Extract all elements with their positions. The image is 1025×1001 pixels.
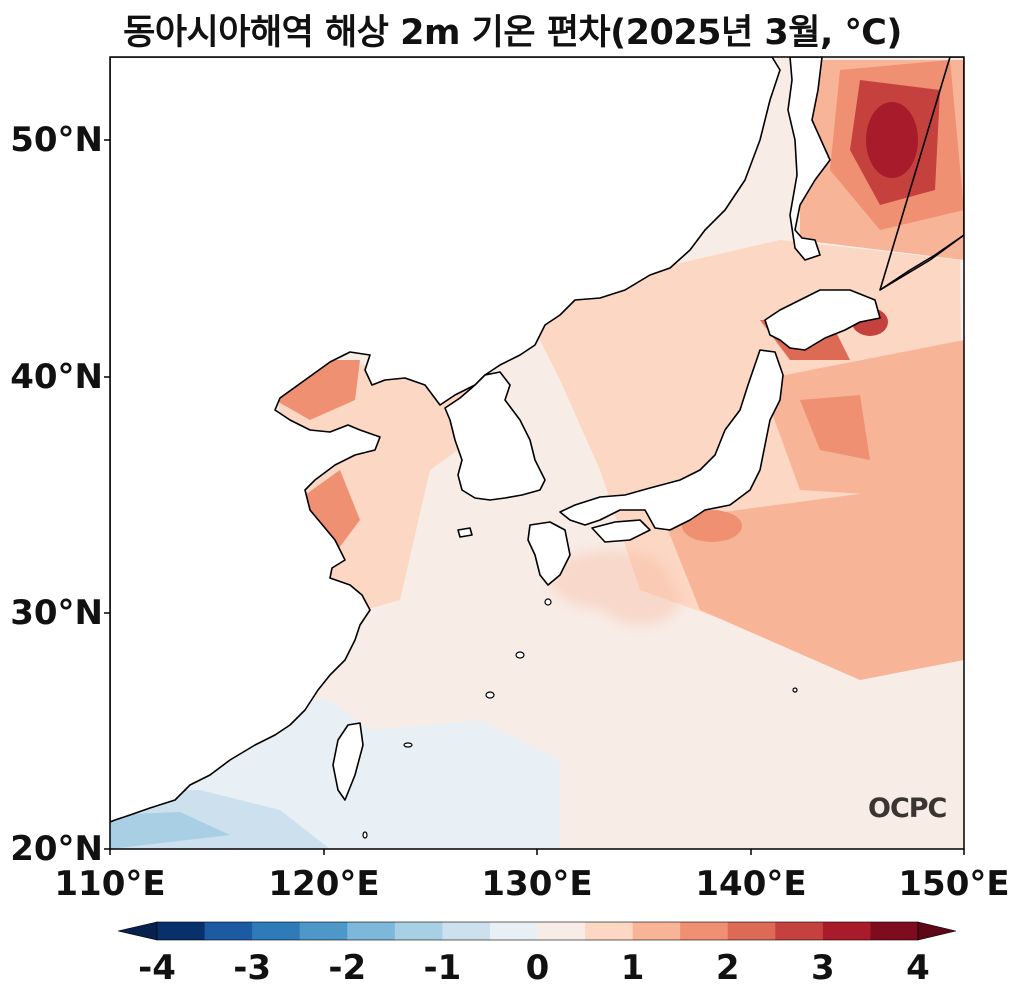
- colorbar-segment: [489, 922, 538, 940]
- colorbar-tick-label: -4: [138, 948, 176, 988]
- colorbar-segment: [537, 922, 586, 940]
- colorbar-segment: [394, 922, 443, 940]
- lon-tick-110: 110°E: [54, 864, 166, 904]
- colorbar-extend-low: [117, 921, 158, 941]
- colorbar-tick-label: 1: [620, 948, 645, 988]
- warm-okhotsk-core: [866, 102, 918, 178]
- shikoku: [591, 519, 651, 543]
- kuril-coastline: [879, 234, 964, 291]
- colorbar-segment: [870, 922, 919, 940]
- colorbar: [117, 921, 957, 941]
- honshu: [559, 349, 784, 531]
- colorbar-segment: [204, 922, 253, 940]
- lat-tick-20: 20°N: [10, 829, 103, 869]
- colorbar-extend-high: [917, 921, 957, 941]
- lat-tick-50: 50°N: [10, 120, 103, 160]
- colorbar-tick-label: 3: [811, 948, 835, 988]
- colorbar-tick-label: 0: [525, 948, 550, 988]
- axis-ticks: [104, 139, 965, 855]
- lon-tick-140: 140°E: [695, 864, 807, 904]
- colorbar-segment: [347, 922, 396, 940]
- colder-coastal-region: [110, 812, 230, 849]
- small-islands: [362, 598, 798, 839]
- colorbar-tick-label: -2: [328, 948, 367, 988]
- warm-east-japan-core: [800, 395, 870, 460]
- korean-peninsula: [444, 371, 546, 501]
- colorbar-segment: [585, 922, 634, 940]
- anomaly-field: [110, 57, 964, 849]
- lon-tick-130: 130°E: [481, 864, 593, 904]
- lat-tick-30: 30°N: [10, 593, 103, 633]
- colorbar-segment: [632, 922, 681, 940]
- colorbar-tick-label: -3: [233, 948, 272, 988]
- warm-south-japan: [682, 510, 742, 542]
- colorbar-segment: [252, 922, 301, 940]
- colorbar-segment: [680, 922, 729, 940]
- land-masses: [110, 57, 964, 823]
- ocpc-logo: OCPC: [868, 793, 947, 824]
- colorbar-segment: [442, 922, 491, 940]
- kyushu: [527, 521, 571, 586]
- colorbar-tick-label: 4: [906, 948, 930, 988]
- asia-mainland: [110, 57, 781, 823]
- colorbar-segment: [157, 922, 206, 940]
- lon-tick-150: 150°E: [898, 864, 1010, 904]
- lon-tick-120: 120°E: [268, 864, 380, 904]
- colorbar-segment: [299, 922, 348, 940]
- colorbar-frame: [156, 921, 919, 941]
- kuril-coast: [879, 57, 964, 291]
- colorbar-segment: [775, 922, 824, 940]
- map-title: 동아시아해역 해상 2m 기온 편차(2025년 3월, ℃): [123, 13, 902, 53]
- colorbar-segment: [727, 922, 776, 940]
- hokkaido: [764, 289, 881, 351]
- sakhalin: [787, 57, 831, 261]
- colorbar-tick-label: 2: [715, 948, 740, 988]
- jeju-island: [457, 527, 473, 538]
- warm-bohai: [275, 360, 360, 420]
- lat-tick-40: 40°N: [10, 357, 103, 397]
- colorbar-segment: [822, 922, 871, 940]
- colorbar-tick-label: -1: [423, 948, 462, 988]
- taiwan: [332, 722, 364, 801]
